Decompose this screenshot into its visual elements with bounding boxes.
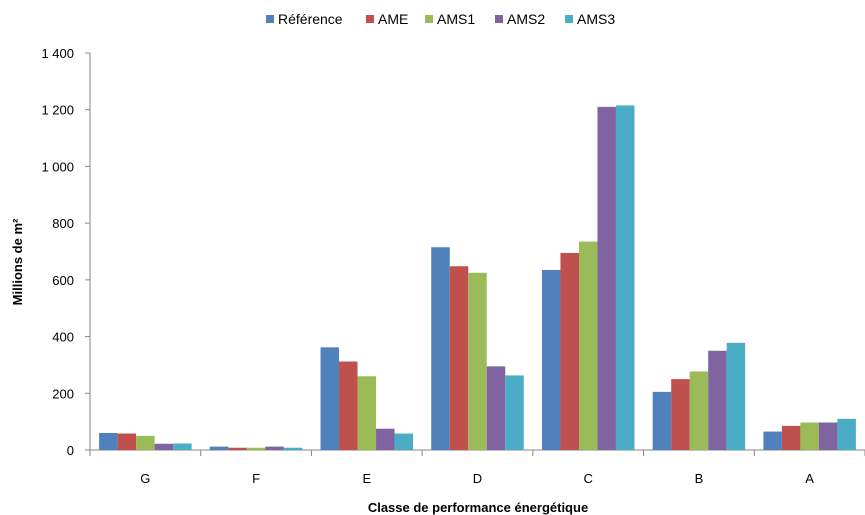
bar [578,241,598,450]
y-tick-label: 800 [52,216,74,231]
x-tick-label: F [252,471,260,486]
bar [837,418,856,450]
x-tick-label: E [362,471,371,486]
y-tick-label: 1 000 [41,159,74,174]
x-tick-label: C [584,471,593,486]
y-tick-label: 600 [52,273,74,288]
bar [339,361,358,450]
x-tick-label: G [140,471,150,486]
y-tick-label: 1 400 [41,46,74,61]
bar [136,435,155,450]
legend-label: AMS1 [437,11,475,27]
bar [689,371,709,450]
y-tick-label: 400 [52,330,74,345]
bar [357,376,377,450]
legend-label: AMS3 [577,11,615,27]
bar [246,447,266,450]
bar [154,443,174,450]
x-tick-label: A [805,471,814,486]
bar [468,272,487,450]
bar [818,422,838,450]
bar [209,446,229,450]
bar [615,105,635,450]
bar [431,247,450,450]
legend-swatch [366,15,374,23]
bar [449,266,469,450]
legend-swatch [495,15,503,23]
bar [781,425,801,450]
bar [320,347,340,450]
bar [283,447,303,450]
bar [265,446,284,450]
legend-swatch [425,15,433,23]
x-axis-title: Classe de performance énergétique [368,500,588,515]
legend-label: Référence [278,11,343,27]
bar [800,422,819,450]
bar [597,106,616,450]
bar [117,433,137,450]
legend: Référence AME AMS1 AMS2 AMS3 [266,11,615,27]
bar [708,350,727,450]
y-axis: 0 200 400 600 800 1 000 1 200 1 400 [41,46,91,458]
x-tick-label: D [473,471,482,486]
bar [652,391,672,450]
legend-label: AME [378,11,408,27]
bar [486,366,506,450]
bar [394,433,414,450]
x-tick-label: B [695,471,704,486]
y-tick-label: 0 [67,443,74,458]
bar [228,447,247,450]
bar [763,431,782,450]
y-tick-label: 1 200 [41,103,74,118]
bar [560,252,579,450]
y-axis-title: Millions de m² [10,218,25,305]
bar [505,375,524,450]
bars [99,105,856,450]
bar [173,443,192,450]
bar [376,428,395,450]
bar [671,379,690,450]
legend-label: AMS2 [507,11,545,27]
legend-swatch [565,15,573,23]
legend-swatch [266,15,274,23]
y-tick-label: 200 [52,386,74,401]
bar [726,342,746,450]
bar [541,269,561,450]
bar [99,432,118,450]
